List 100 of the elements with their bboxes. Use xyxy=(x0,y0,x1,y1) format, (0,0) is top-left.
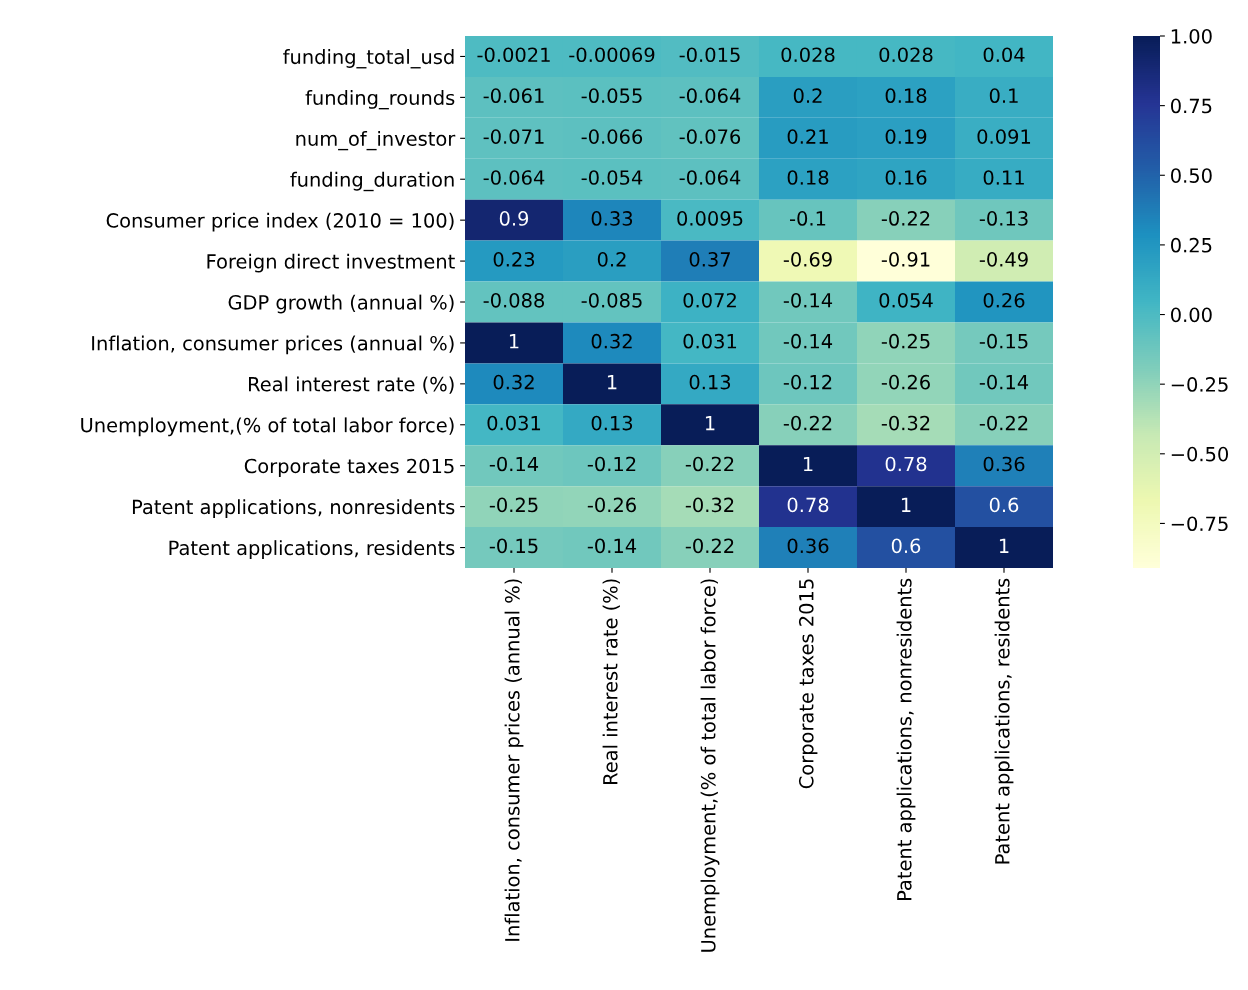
data-label: 0.37 xyxy=(689,252,730,267)
y-tick-label: Real interest rate (%) xyxy=(249,376,454,394)
data-label: -0.26 xyxy=(881,374,930,390)
data-label: -0.15 xyxy=(489,538,538,554)
data-label: -0.1 xyxy=(789,211,826,226)
data-label: 0.33 xyxy=(591,211,633,226)
data-label: 1 xyxy=(509,334,519,349)
data-label: -0.0021 xyxy=(477,47,550,63)
data-label: -0.00069 xyxy=(569,47,655,63)
data-label: 0.36 xyxy=(983,456,1025,472)
y-tick-label: GDP growth (annual %) xyxy=(228,294,454,314)
data-label: -0.066 xyxy=(581,129,643,144)
x-tick-label: Corporate taxes 2015 xyxy=(798,579,818,789)
data-label: 0.26 xyxy=(983,292,1025,308)
data-label: 1 xyxy=(803,456,813,472)
color-bar-label: 0.50 xyxy=(1171,168,1212,183)
data-label: 0.21 xyxy=(787,129,828,144)
data-label: -0.14 xyxy=(489,456,539,472)
data-label: 0.031 xyxy=(683,333,737,349)
data-label: -0.22 xyxy=(685,538,734,554)
y-tick-label: Unemployment,(% of total labor force) xyxy=(81,417,454,437)
data-label: 0.32 xyxy=(493,374,534,390)
data-label: 0.028 xyxy=(879,47,933,63)
data-label: -0.32 xyxy=(685,497,734,513)
data-label: -0.15 xyxy=(979,333,1028,349)
data-label: -0.22 xyxy=(685,456,734,472)
data-label: 0.36 xyxy=(787,538,829,554)
x-tick-label: Unemployment,(% of total labor force) xyxy=(700,579,720,952)
data-label: -0.49 xyxy=(979,252,1028,267)
data-label: -0.14 xyxy=(587,538,637,554)
color-bar-label: 0.75 xyxy=(1171,98,1212,114)
data-label: 0.19 xyxy=(885,129,927,144)
data-label: 0.031 xyxy=(487,415,541,431)
data-label: -0.12 xyxy=(783,374,832,390)
data-label: -0.22 xyxy=(783,415,832,431)
data-label: 1 xyxy=(705,415,715,431)
data-label: -0.14 xyxy=(783,292,833,308)
y-tick-label: num_of_investor xyxy=(296,130,456,151)
x-tick-label: Patent applications, nonresidents xyxy=(896,578,916,901)
data-label: -0.13 xyxy=(979,211,1028,226)
data-label: -0.064 xyxy=(483,170,545,185)
data-label: -0.69 xyxy=(783,252,832,267)
data-label: 0.13 xyxy=(591,415,633,431)
data-label: 0.2 xyxy=(597,252,626,267)
y-tick-label: Patent applications, residents xyxy=(169,540,455,559)
data-label: -0.25 xyxy=(489,497,538,513)
data-label: -0.064 xyxy=(679,170,741,185)
data-label: 0.32 xyxy=(591,333,632,349)
y-tick-label: Foreign direct investment xyxy=(207,253,455,273)
data-label: 0.78 xyxy=(787,497,829,513)
data-label: -0.91 xyxy=(881,252,930,267)
data-label: 0.23 xyxy=(493,252,535,267)
data-label: 0.9 xyxy=(499,211,529,226)
data-label: -0.054 xyxy=(581,170,643,185)
data-label: -0.085 xyxy=(581,292,642,308)
data-label: 0.13 xyxy=(689,374,731,390)
color-bar-label: −0.75 xyxy=(1171,516,1228,532)
y-tick-label: funding_duration xyxy=(290,171,454,192)
color-bar-label: 1.00 xyxy=(1171,28,1212,44)
data-label: 0.18 xyxy=(885,88,927,104)
data-label: 0.0095 xyxy=(677,211,743,226)
color-bar-label: −0.50 xyxy=(1171,446,1229,462)
data-label: 0.04 xyxy=(983,47,1025,63)
data-label: 0.11 xyxy=(983,170,1024,185)
data-label: -0.14 xyxy=(979,374,1029,390)
data-label: 0.028 xyxy=(781,47,835,63)
data-label: 0.2 xyxy=(793,88,822,104)
data-label: -0.064 xyxy=(679,88,741,104)
data-label: -0.14 xyxy=(783,333,833,349)
data-label: -0.25 xyxy=(881,333,930,349)
data-label: 0.18 xyxy=(787,170,829,185)
data-label: -0.088 xyxy=(483,292,545,308)
data-label: 0.6 xyxy=(989,497,1019,513)
data-label: -0.12 xyxy=(587,456,636,472)
y-tick-label: Patent applications, nonresidents xyxy=(132,499,455,519)
data-label: 0.1 xyxy=(989,88,1018,104)
data-label: 0.6 xyxy=(891,538,921,554)
y-tick-label: Inflation, consumer prices (annual %) xyxy=(92,335,454,355)
y-tick-label: funding_total_usd xyxy=(283,49,454,69)
data-label: 0.78 xyxy=(885,456,927,472)
y-tick-label: funding_rounds xyxy=(305,90,455,110)
data-label: -0.22 xyxy=(979,415,1028,431)
y-tick-label: Corporate taxes 2015 xyxy=(244,458,454,478)
data-label: -0.015 xyxy=(679,47,740,63)
data-label: -0.26 xyxy=(587,497,636,513)
data-label: 0.072 xyxy=(683,292,736,308)
x-tick-label: Real interest rate (%) xyxy=(602,579,620,784)
color-bar-label: −0.25 xyxy=(1171,377,1228,392)
data-label: 0.054 xyxy=(879,292,933,308)
color-bar-label: 0.25 xyxy=(1171,237,1212,253)
data-label: -0.055 xyxy=(581,88,642,104)
data-label: -0.061 xyxy=(483,88,544,104)
data-label: 1 xyxy=(901,497,911,512)
data-label: 1 xyxy=(999,538,1009,553)
color-bar-label: 0.00 xyxy=(1171,307,1212,323)
data-label: -0.22 xyxy=(881,211,930,226)
data-label: -0.076 xyxy=(679,129,741,144)
x-tick-label: Patent applications, residents xyxy=(994,578,1014,864)
y-tick-label: Consumer price index (2010 = 100) xyxy=(106,212,454,232)
data-label: 0.16 xyxy=(885,170,927,185)
